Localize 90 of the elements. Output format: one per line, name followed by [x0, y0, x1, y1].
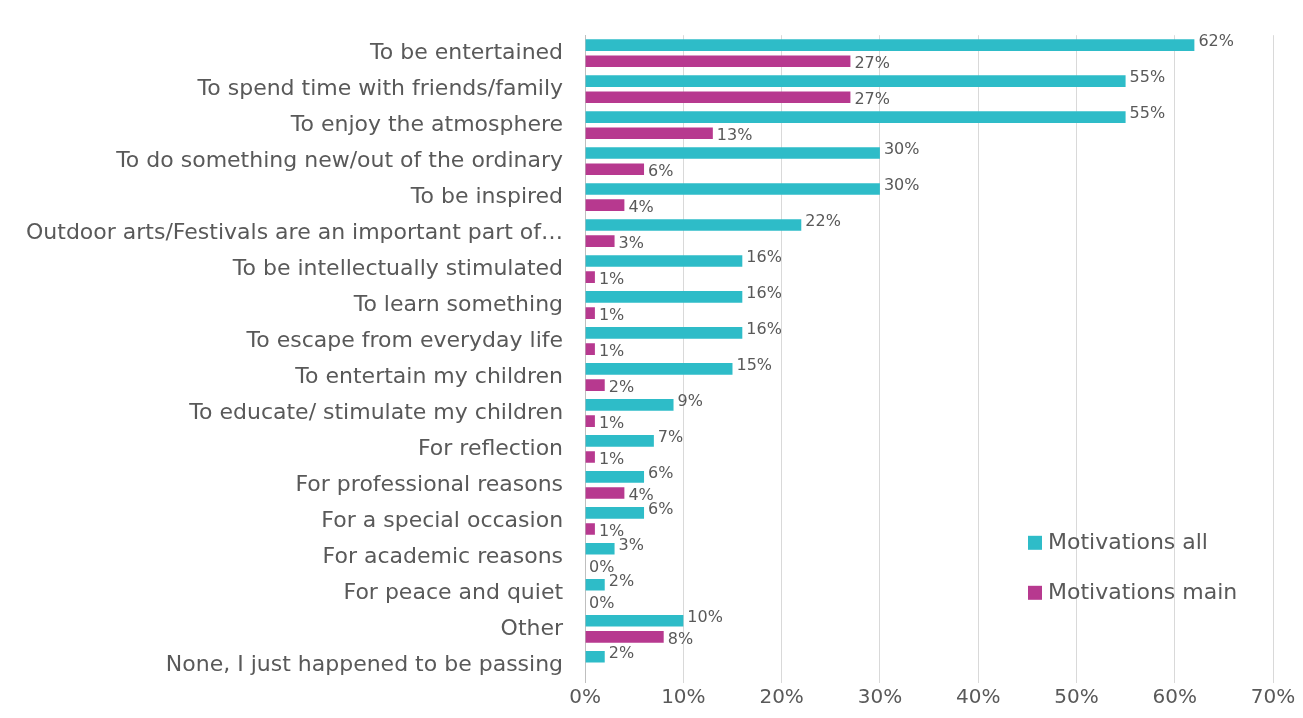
data-label: 13%: [716, 125, 753, 145]
data-label: 55%: [1129, 103, 1166, 123]
y-tick-label: For academic reasons: [322, 542, 564, 568]
data-label: 1%: [598, 413, 625, 433]
y-tick-label: To be intellectually stimulated: [231, 254, 564, 280]
bar: [585, 471, 645, 483]
data-label: 0%: [589, 593, 615, 613]
bar: [585, 343, 595, 355]
x-tick-label: 40%: [955, 684, 1001, 708]
bar: [585, 451, 595, 463]
data-label: 8%: [667, 629, 694, 649]
bar: [585, 271, 595, 283]
data-label: 27%: [854, 53, 890, 73]
x-tick-label: 20%: [759, 684, 804, 708]
data-label: 3%: [618, 233, 644, 253]
data-label: 16%: [746, 319, 782, 339]
bar: [585, 379, 605, 391]
bar: [585, 399, 674, 411]
bar: [585, 523, 595, 535]
bar: [585, 255, 743, 267]
data-label: 30%: [883, 139, 920, 159]
bar: [585, 291, 743, 303]
bar: [585, 578, 605, 591]
y-tick-label: None, I just happened to be passing: [165, 650, 564, 676]
y-tick-label: To entertain my children: [294, 362, 564, 388]
bar: [585, 363, 733, 375]
y-tick-label: To escape from everyday life: [245, 326, 564, 352]
data-label: 10%: [687, 606, 723, 626]
data-label: 9%: [677, 391, 703, 411]
y-tick-label: For reflection: [417, 434, 564, 460]
x-tick-label: 10%: [661, 684, 706, 708]
bar: [585, 111, 1126, 123]
y-tick-label: Other: [500, 614, 565, 640]
data-label: 1%: [598, 269, 625, 289]
bar: [585, 55, 851, 68]
data-label: 4%: [628, 197, 654, 217]
data-label: 1%: [598, 341, 625, 361]
data-label: 27%: [854, 89, 890, 109]
bar: [585, 147, 880, 159]
bar: [585, 487, 625, 499]
bar: [585, 435, 654, 447]
y-tick-label: For peace and quiet: [343, 578, 564, 604]
x-tick-label: 70%: [1250, 684, 1296, 708]
bar: [585, 235, 615, 247]
data-label: 6%: [648, 161, 674, 181]
bar: [585, 219, 802, 231]
data-label: 15%: [736, 355, 773, 375]
bar: [585, 127, 713, 140]
data-label: 1%: [598, 305, 625, 325]
y-tick-label: To do something new/out of the ordinary: [115, 146, 564, 172]
data-label: 30%: [883, 175, 920, 195]
bar: [585, 91, 851, 104]
y-tick-label: To learn something: [352, 290, 564, 316]
data-label: 22%: [805, 211, 841, 231]
data-label: 6%: [648, 462, 674, 482]
y-tick-label: To educate/ stimulate my children: [188, 398, 564, 424]
y-tick-label: To spend time with friends/family: [196, 74, 564, 100]
x-tick-label: 0%: [569, 684, 601, 708]
bar: [585, 650, 605, 663]
y-tick-label: For a special occasion: [321, 506, 564, 532]
y-tick-label: Outdoor arts/Festivals are an important part of…: [26, 218, 564, 244]
x-tick-label: 60%: [1152, 684, 1197, 708]
data-label: 55%: [1129, 67, 1166, 87]
bar: [585, 614, 684, 627]
data-label: 16%: [746, 247, 782, 267]
x-tick-label: 30%: [857, 684, 903, 708]
bar: [585, 415, 595, 427]
data-label: 62%: [1198, 31, 1234, 51]
data-label: 1%: [598, 449, 625, 469]
data-label: 2%: [608, 642, 635, 662]
bar: [585, 183, 880, 195]
x-tick-label: 50%: [1054, 684, 1099, 708]
bar: [585, 199, 625, 212]
bar: [585, 75, 1126, 87]
y-tick-label: To enjoy the atmosphere: [289, 110, 564, 136]
y-tick-label: To be inspired: [409, 182, 564, 208]
bar: [585, 506, 645, 519]
data-label: 7%: [657, 427, 684, 447]
y-tick-label: For professional reasons: [295, 470, 564, 496]
bar: [585, 307, 595, 319]
data-label: 2%: [608, 377, 635, 397]
bar: [585, 327, 743, 339]
data-label: 16%: [746, 283, 782, 303]
bar: [585, 163, 645, 176]
legend-label: Motivations main: [1048, 578, 1238, 604]
y-tick-label: To be entertained: [369, 38, 564, 64]
bar: [585, 39, 1195, 51]
legend-label: Motivations all: [1048, 528, 1208, 554]
bar: [585, 542, 615, 555]
bar: [585, 631, 664, 643]
